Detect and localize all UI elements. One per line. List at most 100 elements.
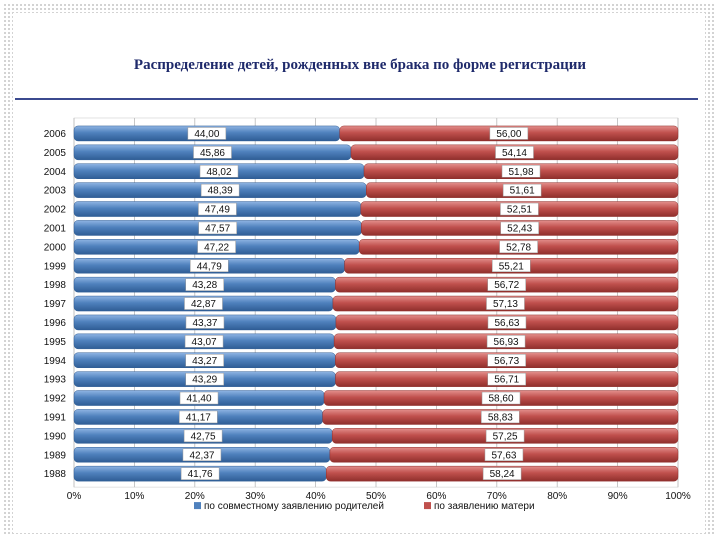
y-tick-label: 2001 (44, 223, 67, 234)
data-label: 57,63 (491, 450, 516, 461)
y-tick-label: 1998 (44, 280, 67, 291)
data-label-box (481, 391, 521, 405)
data-label-box (487, 316, 527, 329)
data-label: 41,76 (188, 469, 213, 480)
data-label: 55,21 (499, 261, 524, 272)
data-label: 52,51 (507, 205, 532, 216)
y-tick-label: 2003 (44, 186, 67, 197)
data-label-box (485, 429, 525, 443)
chart-panel: 0% 10% 20% 30% 40% 50% 60% 70% 80% 90% 100% 2006 44,… (16, 112, 694, 522)
data-label-box (197, 240, 236, 254)
data-label-box (482, 467, 522, 480)
data-label: 52,43 (507, 223, 532, 234)
data-label-box (489, 127, 529, 140)
data-label-box (198, 202, 237, 216)
data-label-box (487, 372, 526, 386)
data-label-box (486, 297, 525, 310)
y-tick-label: 1997 (44, 299, 67, 310)
data-label: 57,25 (493, 431, 518, 442)
y-tick-label: 2004 (44, 167, 67, 178)
y-tick-label: 1992 (44, 394, 67, 405)
data-label-box (184, 297, 223, 310)
data-label-box (180, 467, 220, 480)
data-label-box (187, 127, 227, 140)
data-label: 47,22 (204, 242, 229, 253)
data-label: 56,73 (494, 356, 519, 367)
legend-swatch-joint (194, 502, 201, 510)
data-label: 54,14 (502, 148, 527, 159)
data-label-box (501, 165, 541, 178)
data-label-box (500, 221, 539, 235)
y-tick-label: 2005 (44, 148, 67, 159)
x-tick-label: 90% (608, 491, 628, 502)
x-tick-label: 70% (487, 491, 507, 502)
data-label: 56,72 (494, 280, 519, 291)
data-label: 43,29 (192, 375, 217, 386)
data-label: 56,63 (494, 318, 519, 329)
data-label-box (193, 146, 232, 159)
x-tick-label: 40% (306, 491, 326, 502)
x-tick-label: 20% (185, 491, 205, 502)
y-tick-label: 2000 (44, 242, 67, 253)
data-label-box (486, 335, 526, 348)
data-label: 58,24 (490, 469, 515, 480)
data-label: 41,17 (186, 412, 211, 423)
x-tick-label: 0% (67, 491, 82, 502)
data-label: 51,61 (510, 186, 535, 197)
data-label-box (200, 183, 240, 197)
x-tick-label: 80% (547, 491, 567, 502)
x-tick-label: 60% (426, 491, 446, 502)
legend-label: по заявлению матери (434, 501, 535, 512)
data-label: 42,87 (191, 299, 216, 310)
data-label-box (492, 259, 531, 272)
stacked-bar-chart: 0% 10% 20% 30% 40% 50% 60% 70% 80% 90% 100% 2006 44,… (44, 117, 691, 512)
y-tick-label: 1993 (44, 375, 67, 386)
data-label: 43,07 (192, 337, 217, 348)
data-label: 51,98 (509, 167, 534, 178)
data-label-box (487, 354, 526, 367)
data-label-box (199, 165, 239, 178)
data-label: 41,40 (187, 394, 212, 405)
data-label: 52,78 (506, 242, 531, 253)
data-label: 56,71 (494, 375, 519, 386)
data-label-box (179, 391, 219, 405)
data-label: 43,27 (192, 356, 217, 367)
legend-label: по совместному заявлению родителей (204, 501, 384, 512)
data-label: 43,28 (192, 280, 217, 291)
y-tick-label: 1995 (44, 337, 67, 348)
data-label: 48,39 (208, 186, 233, 197)
data-label-box (495, 146, 534, 159)
data-label-box (484, 448, 524, 461)
data-label: 47,49 (205, 205, 230, 216)
data-label-box (185, 316, 225, 329)
data-label: 42,37 (189, 450, 214, 461)
x-tick-label: 100% (665, 491, 691, 502)
data-label: 58,83 (488, 412, 513, 423)
data-label-box (182, 448, 222, 461)
y-tick-label: 1988 (44, 469, 67, 480)
y-tick-label: 1989 (44, 450, 67, 461)
title-divider (15, 98, 698, 100)
data-label-box (185, 372, 224, 386)
data-label-box (184, 335, 224, 348)
data-label-box (499, 240, 538, 254)
x-tick-label: 50% (366, 491, 386, 502)
data-label: 56,00 (496, 129, 521, 140)
data-label-box (502, 183, 542, 197)
data-label-box (487, 278, 526, 291)
data-label: 48,02 (207, 167, 232, 178)
legend-swatch-mother (424, 502, 431, 510)
data-label-box (481, 410, 520, 424)
y-tick-label: 1999 (44, 261, 67, 272)
y-tick-label: 1996 (44, 318, 67, 329)
y-tick-label: 2002 (44, 205, 67, 216)
data-label: 47,57 (205, 223, 230, 234)
data-label-box (183, 429, 223, 443)
data-label: 44,79 (197, 261, 222, 272)
data-label: 42,75 (191, 431, 216, 442)
data-label-box (198, 221, 237, 235)
y-tick-label: 2006 (44, 129, 67, 140)
y-tick-label: 1994 (44, 356, 67, 367)
data-label-box (500, 202, 539, 216)
data-label-box (179, 410, 218, 424)
